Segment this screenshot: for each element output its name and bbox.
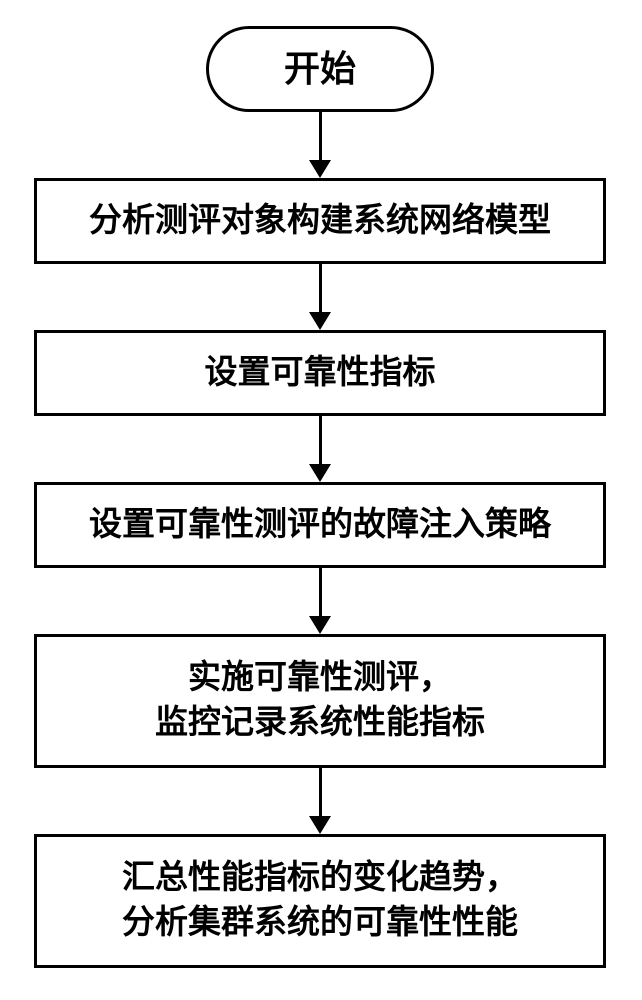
edge-n1-n2 xyxy=(319,264,322,312)
node-n5: 汇总性能指标的变化趋势， 分析集群系统的可靠性性能 xyxy=(34,834,606,968)
arrowhead-n3-n4 xyxy=(309,616,331,634)
edge-n3-n4 xyxy=(319,568,322,616)
arrowhead-n4-n5 xyxy=(309,816,331,834)
node-label-n2: 设置可靠性指标 xyxy=(205,351,436,396)
arrowhead-start-n1 xyxy=(309,160,331,178)
node-label-n1: 分析测评对象构建系统网络模型 xyxy=(89,199,551,244)
edge-start-n1 xyxy=(319,112,322,160)
node-n3: 设置可靠性测评的故障注入策略 xyxy=(34,482,606,568)
node-label-n3: 设置可靠性测评的故障注入策略 xyxy=(89,503,551,548)
flowchart-canvas: 开始分析测评对象构建系统网络模型设置可靠性指标设置可靠性测评的故障注入策略实施可… xyxy=(0,0,642,1000)
arrowhead-n1-n2 xyxy=(309,312,331,330)
edge-n4-n5 xyxy=(319,768,322,816)
node-start: 开始 xyxy=(206,26,434,112)
node-n1: 分析测评对象构建系统网络模型 xyxy=(34,178,606,264)
node-n2: 设置可靠性指标 xyxy=(34,330,606,416)
arrowhead-n2-n3 xyxy=(309,464,331,482)
edge-n2-n3 xyxy=(319,416,322,464)
node-n4: 实施可靠性测评， 监控记录系统性能指标 xyxy=(34,634,606,768)
node-label-n5: 汇总性能指标的变化趋势， 分析集群系统的可靠性性能 xyxy=(122,856,518,945)
node-label-n4: 实施可靠性测评， 监控记录系统性能指标 xyxy=(155,656,485,745)
node-label-start: 开始 xyxy=(284,45,356,94)
